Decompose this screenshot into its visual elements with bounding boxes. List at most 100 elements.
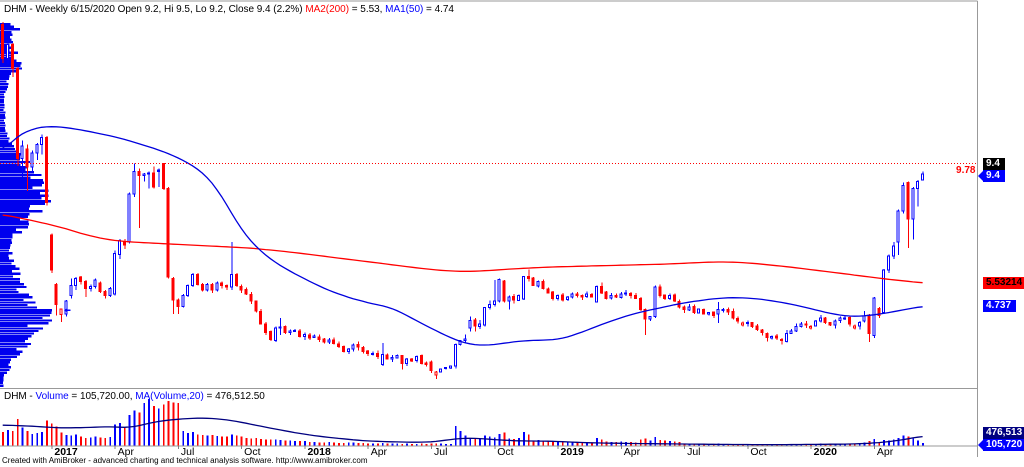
volume-bar bbox=[386, 443, 389, 446]
ma50-line bbox=[2, 126, 923, 346]
volume-bar bbox=[810, 444, 812, 446]
volume-bar bbox=[323, 442, 326, 446]
title-segment: Volume bbox=[35, 391, 69, 402]
volume-profile-row bbox=[0, 368, 10, 372]
volume-bar bbox=[2, 431, 4, 446]
date-axis-label: Jul bbox=[687, 445, 701, 458]
candle-body bbox=[487, 303, 491, 308]
volume-bar bbox=[912, 438, 915, 446]
volume-bar bbox=[654, 437, 657, 446]
candle-body bbox=[604, 291, 608, 299]
volume-bar bbox=[347, 442, 350, 446]
title-segment: MA1(50) bbox=[385, 4, 424, 15]
candle-body bbox=[799, 323, 803, 327]
volume-bar bbox=[55, 426, 58, 446]
candle-body bbox=[341, 346, 345, 352]
volume-profile-row bbox=[0, 288, 17, 291]
candle-body bbox=[205, 283, 209, 291]
volume-profile-row bbox=[0, 324, 28, 328]
volume-bar bbox=[260, 438, 262, 446]
volume-bar bbox=[89, 437, 92, 446]
candle-body bbox=[195, 273, 199, 285]
candle-body bbox=[210, 283, 214, 291]
volume-bar bbox=[566, 442, 569, 446]
candle-body bbox=[789, 330, 793, 335]
volume-bar bbox=[265, 439, 267, 446]
value-box-arrow bbox=[978, 439, 983, 450]
candle-body bbox=[697, 308, 701, 314]
candle-body bbox=[590, 293, 594, 298]
candle-body bbox=[687, 306, 691, 311]
date-axis-ticks bbox=[51, 445, 875, 449]
candle-body bbox=[405, 358, 409, 365]
volume-bar bbox=[201, 435, 204, 446]
candle-body bbox=[794, 326, 798, 332]
candle-body bbox=[497, 278, 501, 302]
candle-body bbox=[804, 323, 808, 326]
volume-profile-row bbox=[0, 337, 29, 341]
volume-bar bbox=[294, 440, 297, 446]
volume-profile-row bbox=[0, 155, 21, 159]
candle-body bbox=[322, 338, 326, 343]
volume-bar bbox=[907, 436, 910, 446]
volume-profile-row bbox=[0, 163, 21, 166]
candle-body bbox=[667, 295, 671, 300]
volume-profile-row bbox=[0, 90, 6, 94]
volume-profile-row bbox=[0, 220, 29, 223]
candle-body bbox=[298, 330, 302, 337]
price-value-box: 5.53214 bbox=[983, 277, 1024, 290]
volume-profile-row bbox=[0, 132, 8, 135]
title-segment: MA2(200) bbox=[305, 4, 349, 15]
volume-bar bbox=[192, 431, 194, 446]
volume-profile-row bbox=[0, 285, 27, 289]
volume-profile-row bbox=[0, 69, 17, 73]
volume-bar bbox=[425, 443, 428, 446]
candle-body bbox=[580, 295, 584, 298]
volume-profile-row bbox=[0, 192, 40, 195]
volume-bar bbox=[245, 437, 248, 446]
volume-profile-row bbox=[0, 254, 9, 257]
volume-bar bbox=[522, 431, 525, 446]
candle-body bbox=[536, 280, 540, 287]
volume-profile-row bbox=[0, 129, 6, 133]
candle-body bbox=[444, 367, 448, 370]
value-box-text: 5.53214 bbox=[986, 277, 1023, 289]
price-value-box: 9.4 bbox=[978, 169, 1005, 182]
candle-body bbox=[502, 280, 506, 302]
volume-bar bbox=[26, 430, 29, 446]
candle-body bbox=[147, 172, 151, 175]
candle-body bbox=[288, 330, 292, 334]
volume-bar bbox=[308, 441, 311, 446]
volume-bar bbox=[250, 438, 253, 446]
volume-profile-row bbox=[0, 108, 4, 112]
candle-body bbox=[512, 296, 516, 301]
volume-profile-row bbox=[0, 38, 12, 41]
volume-profile-row bbox=[0, 249, 10, 252]
candle-body bbox=[716, 309, 720, 315]
candle-body bbox=[653, 286, 657, 318]
candle-body bbox=[225, 285, 229, 288]
volume-profile-row bbox=[0, 384, 4, 387]
volume-profile-row bbox=[0, 30, 12, 34]
volume-bar bbox=[834, 443, 837, 446]
candle-body bbox=[565, 296, 569, 301]
candle-body bbox=[83, 280, 87, 290]
candle-body bbox=[278, 326, 282, 329]
candlestick-series bbox=[1, 21, 925, 379]
volume-bar bbox=[352, 442, 355, 446]
candle-body bbox=[658, 286, 662, 297]
candle-body bbox=[852, 325, 856, 329]
volume-profile-row bbox=[0, 223, 29, 226]
volume-bar bbox=[21, 427, 24, 446]
candle-body bbox=[414, 355, 418, 361]
volume-bar bbox=[420, 443, 423, 446]
candle-body bbox=[882, 269, 886, 314]
candle-body bbox=[750, 322, 754, 328]
volume-bar bbox=[313, 442, 316, 446]
volume-bar bbox=[372, 443, 374, 446]
candle-body bbox=[108, 288, 112, 297]
volume-bar bbox=[50, 423, 53, 446]
volume-profile-row bbox=[0, 290, 19, 294]
